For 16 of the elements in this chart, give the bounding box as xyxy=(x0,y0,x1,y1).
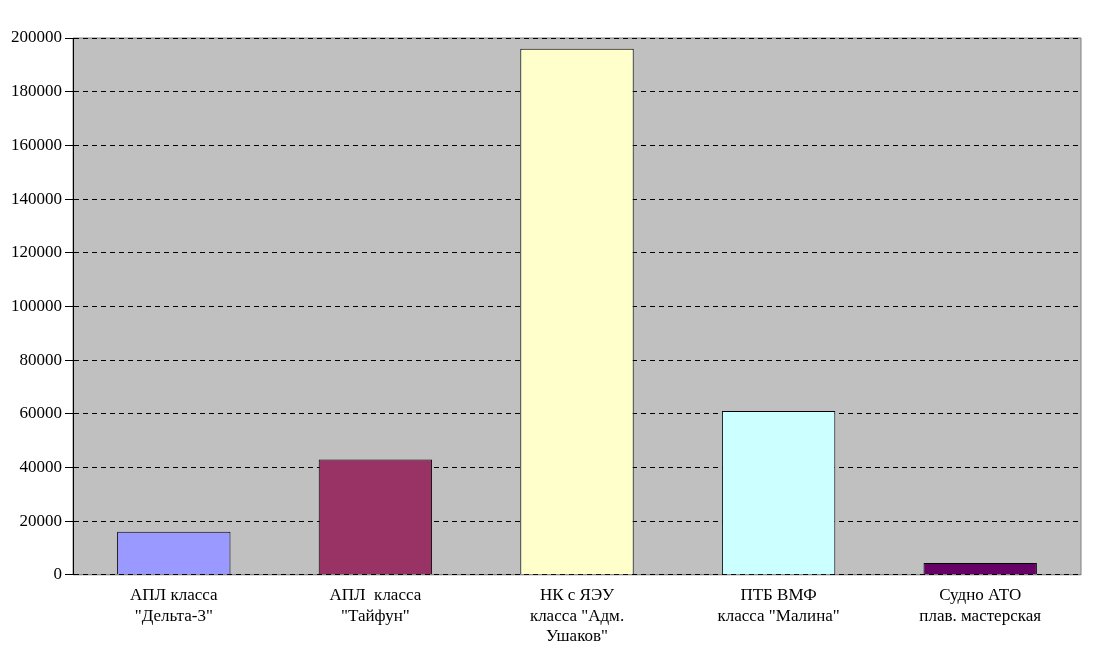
y-tick-label: 80000 xyxy=(19,349,62,369)
y-tick-label: 140000 xyxy=(11,188,62,208)
x-tick-label: АПЛ класса "Дельта-3" xyxy=(130,585,218,625)
y-tick-label: 60000 xyxy=(19,403,62,423)
x-tick-label: НК с ЯЭУ класса "Адм. Ушаков" xyxy=(529,585,625,646)
x-tick-label: ПТБ ВМФ класса "Малина" xyxy=(717,585,840,625)
x-tick-label: АПЛ класса "Тайфун" xyxy=(329,585,422,625)
y-tick-label: 100000 xyxy=(11,295,62,315)
y-tick-label: 0 xyxy=(53,564,62,584)
y-tick-label: 160000 xyxy=(11,134,62,154)
y-tick-label: 20000 xyxy=(19,510,62,530)
y-tick-label: 180000 xyxy=(11,81,62,101)
x-tick-label: Судно АТО плав. мастерская xyxy=(919,585,1042,625)
y-tick-label: 200000 xyxy=(11,27,62,47)
y-tick-label: 40000 xyxy=(19,456,62,476)
y-tick-label: 120000 xyxy=(11,242,62,262)
